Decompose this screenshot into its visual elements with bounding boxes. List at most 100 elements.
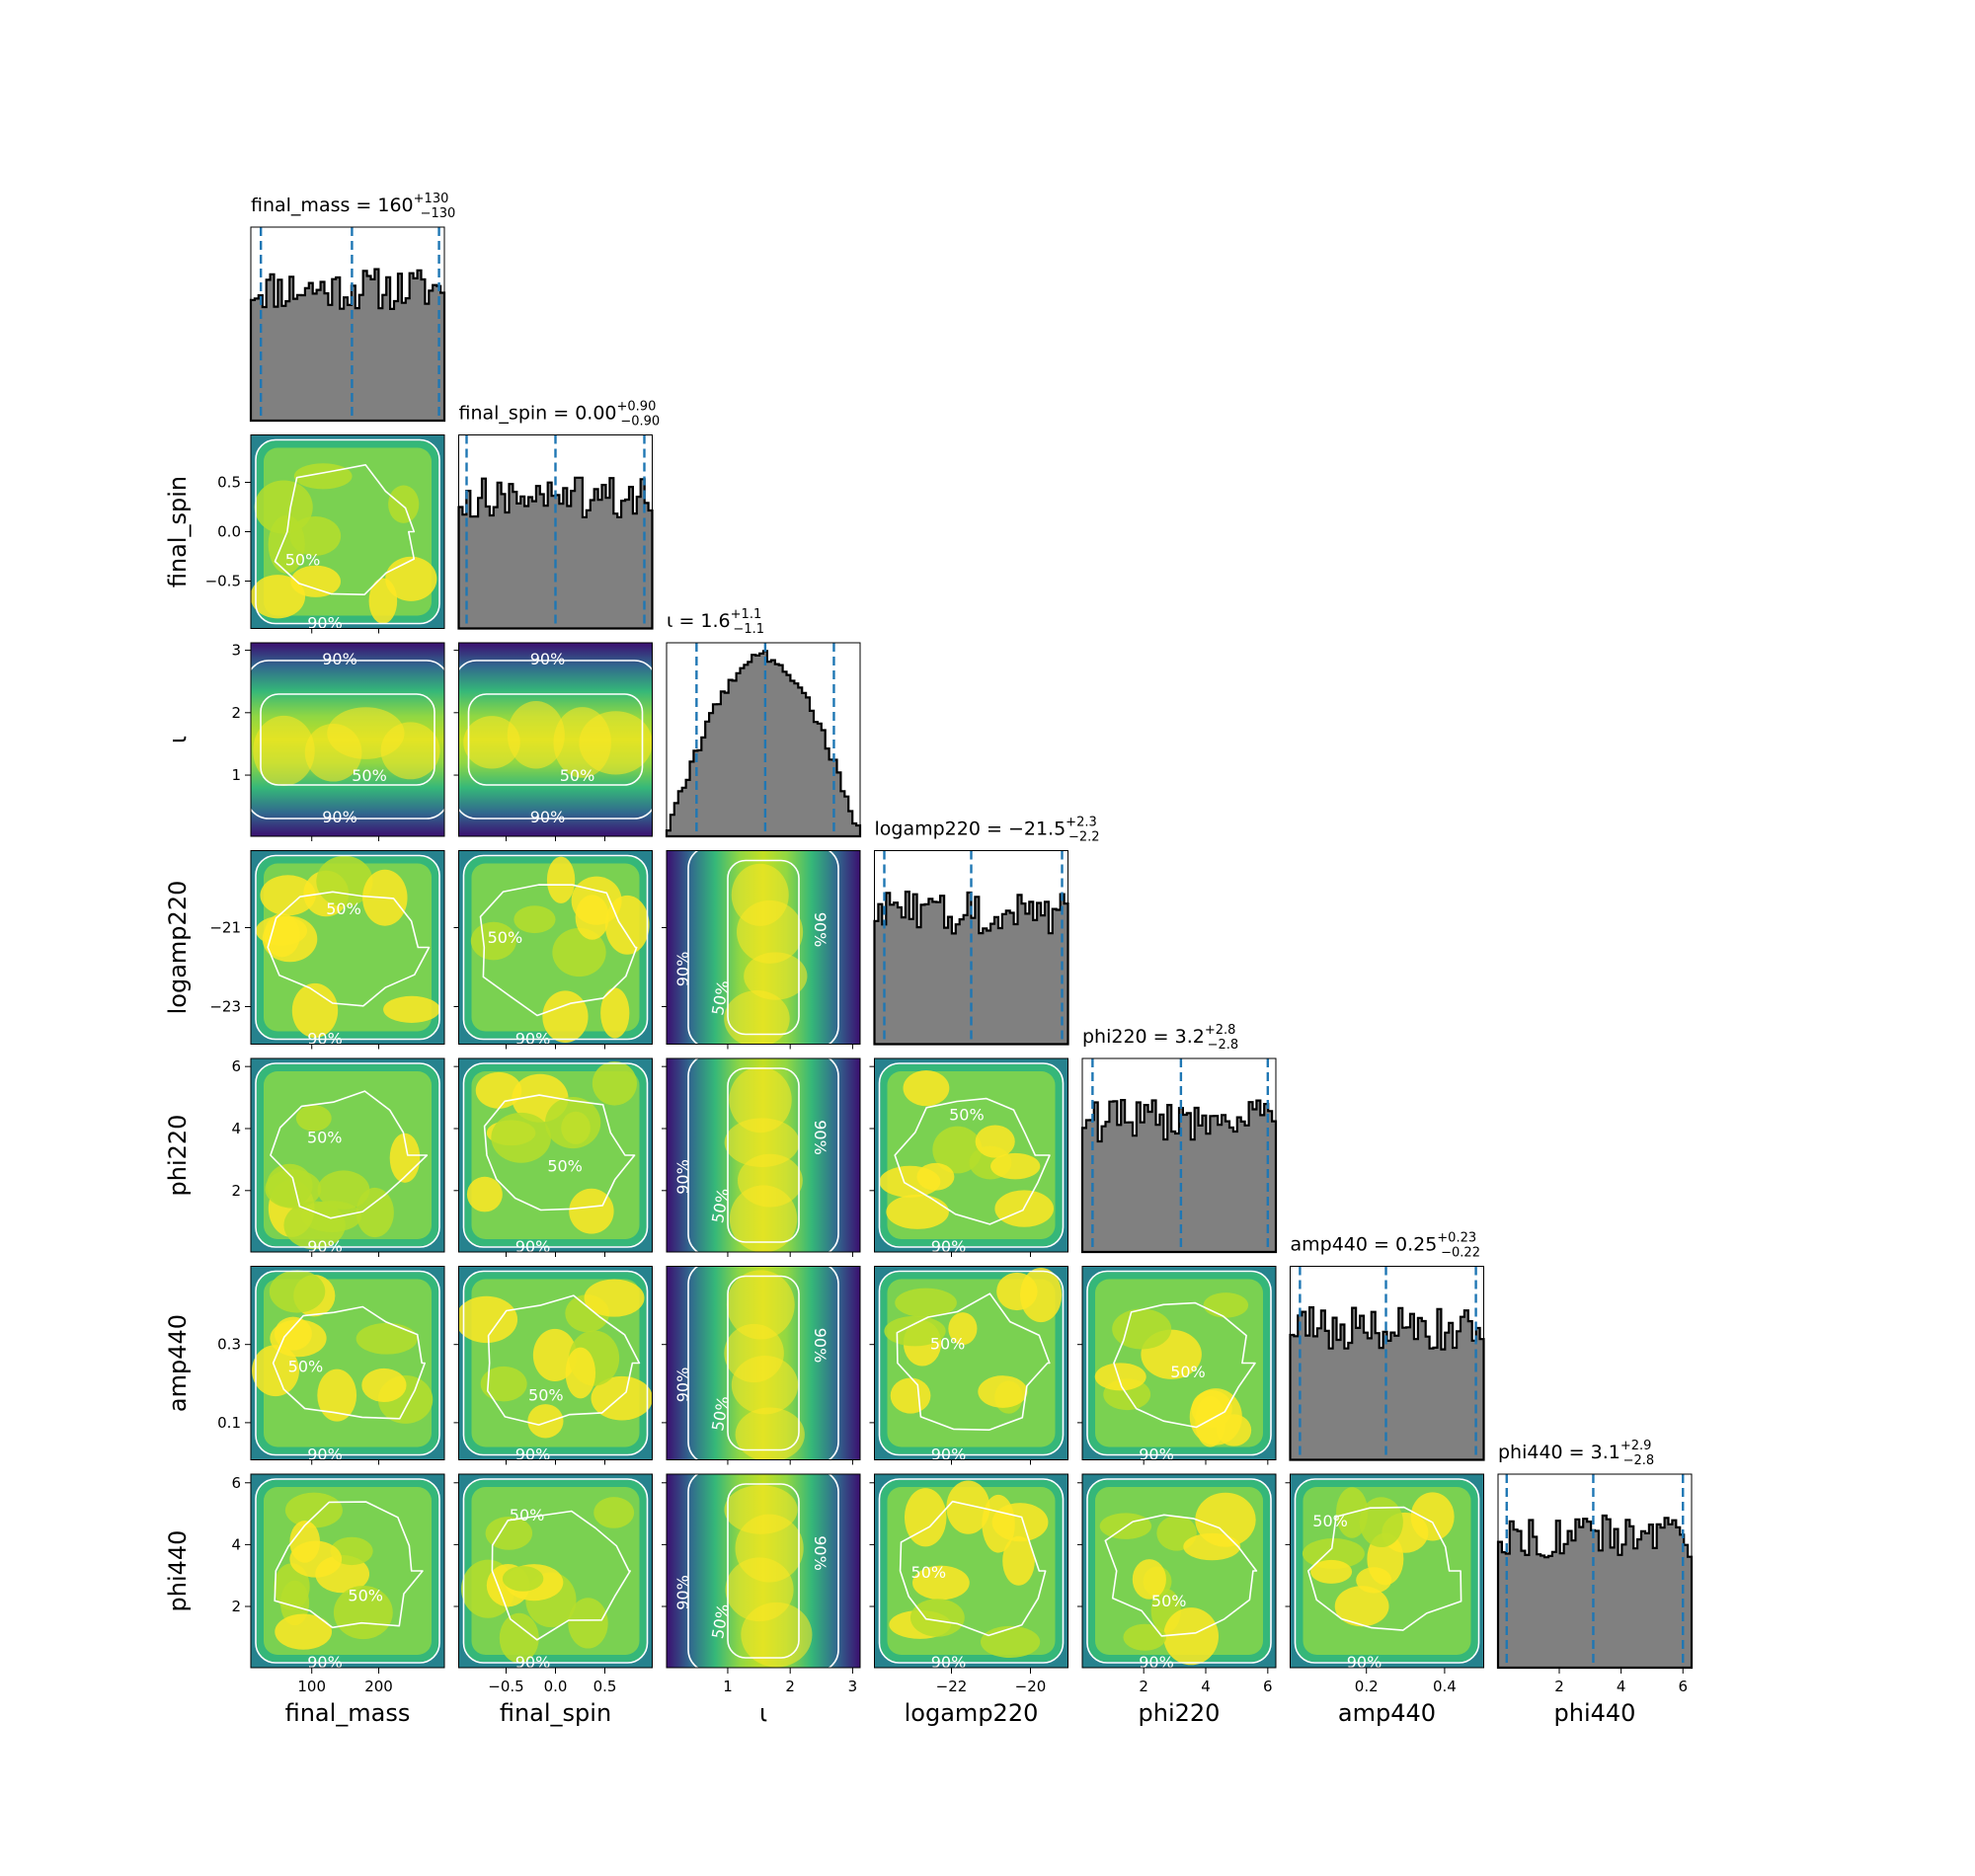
density-peak [1002, 1535, 1035, 1586]
axes-frame [666, 642, 861, 837]
x-tick-label: 2 [1554, 1678, 1564, 1695]
contour-label: 90% [307, 1237, 343, 1256]
x-tick-label: 2 [1139, 1678, 1148, 1695]
axes-frame [1081, 1266, 1277, 1460]
density-peak [260, 875, 316, 916]
density-peak [565, 1347, 596, 1399]
contour-50 [1113, 1301, 1256, 1429]
axes-frame [666, 1057, 861, 1253]
x-tick-label: −22 [936, 1678, 968, 1695]
histogram-bars [1496, 1514, 1694, 1670]
y-tick-label: 3 [231, 642, 241, 660]
density-field: 50% 90% [1290, 1474, 1484, 1672]
contour-label: 90% [515, 1446, 551, 1464]
contour-50 [260, 693, 435, 786]
histogram-amp440: amp440 = 0.25+0.23 −0.22 [1289, 1231, 1485, 1461]
contour-90 [878, 1478, 1065, 1664]
density-peak [283, 1201, 346, 1250]
density-peak [491, 1112, 551, 1163]
density-peak [584, 1279, 645, 1317]
contour-label: 50% [348, 1586, 383, 1604]
contour-label: 50% [352, 766, 387, 785]
histogram-bars [249, 268, 446, 423]
axes-frame [874, 1057, 1068, 1253]
density-panel-amp440-vs-iota: 90%90%50% [666, 1266, 861, 1460]
histogram-final_spin: final_spin = 0.00+0.90 −0.90 [457, 400, 660, 630]
contour-50 [270, 1090, 429, 1219]
contour-label: 90% [1347, 1653, 1382, 1672]
density-panel-iota-vs-final_spin: 90% 90% 50% [458, 642, 653, 837]
density-peak [884, 1315, 946, 1347]
density-peak [568, 1598, 608, 1649]
contour-50 [727, 1067, 800, 1243]
density-peak [1310, 1559, 1353, 1584]
density-field: 50% 90% [251, 1266, 444, 1460]
y-axis-label: phi440 [164, 1530, 192, 1612]
title-lower-error: −2.8 [1623, 1453, 1655, 1468]
density-peak [385, 556, 437, 601]
density-peak [735, 1407, 805, 1460]
contour-label: 90% [1139, 1446, 1174, 1464]
contour-50 [274, 464, 416, 595]
title-value: logamp220 = −21.5 [875, 819, 1066, 840]
title-upper-error: +2.9 [1620, 1439, 1652, 1453]
density-peak [916, 1162, 955, 1191]
density-peak [499, 1612, 539, 1664]
density-peak [270, 1319, 327, 1358]
density-peak [480, 1366, 527, 1402]
density-peak [975, 1125, 1015, 1158]
histogram-title: phi220 = 3.2+2.8 −2.8 [1082, 1023, 1238, 1053]
density-peak [475, 1071, 522, 1109]
density-peak [724, 1118, 800, 1167]
density-field: 90% 90% 50% [251, 643, 444, 836]
y-tick-label: 1 [231, 766, 241, 784]
title-value: phi440 = 3.1 [1498, 1442, 1620, 1463]
contour-label: 50% [326, 899, 361, 918]
density-peak [912, 1565, 970, 1601]
axes-frame [874, 850, 1068, 1045]
contour-label: 50% [949, 1106, 985, 1125]
contour-label: 50% [488, 928, 523, 947]
x-axis-label: final_mass [285, 1699, 411, 1727]
x-tick-label: 0.5 [593, 1678, 617, 1695]
contour-label: 90% [530, 650, 566, 668]
density-peak [904, 1488, 947, 1547]
density-peak [317, 1368, 357, 1422]
contour-50 [1104, 1514, 1258, 1637]
x-tick-label: 4 [1201, 1678, 1211, 1695]
density-peak [909, 1599, 965, 1637]
density-peak [736, 899, 804, 964]
contour-50 [899, 1500, 1047, 1637]
histogram-title: phi440 = 3.1+2.9 −2.8 [1498, 1439, 1654, 1468]
density-panel-phi440-vs-final_spin: 50% 90% [458, 1473, 653, 1672]
density-peak [1123, 1623, 1167, 1651]
density-peak [269, 1270, 326, 1313]
axes-frame [250, 226, 445, 422]
contour-label: 90% [931, 1653, 967, 1672]
contour-label: 50% [930, 1334, 966, 1353]
y-tick-label: −23 [209, 998, 241, 1016]
y-tick-label: 0.5 [217, 474, 241, 492]
contour-label: 90% [515, 1237, 551, 1256]
density-field: 50% 90% [251, 850, 444, 1049]
contour-50 [483, 1094, 636, 1212]
contour-label: 90% [515, 1653, 551, 1672]
contour-label: 90% [1139, 1653, 1174, 1672]
contour-90 [251, 660, 444, 820]
density-peak [274, 1563, 310, 1610]
density-peak [1359, 1497, 1403, 1548]
density-peak [253, 715, 315, 786]
contour-90 [458, 660, 653, 820]
x-axis-label: phi220 [1139, 1699, 1221, 1727]
y-tick-label: 0.3 [217, 1336, 241, 1354]
contour-label: 90% [307, 1030, 343, 1049]
x-tick-label: 200 [364, 1678, 393, 1695]
density-panel-phi440-vs-phi220: 50% 90% [1081, 1473, 1277, 1672]
density-peak [295, 1105, 332, 1132]
y-axis-label: phi220 [164, 1115, 192, 1197]
contour-label: 50% [911, 1563, 947, 1582]
density-panel-phi440-vs-logamp220: 50% 90% [874, 1473, 1068, 1672]
contour-50 [896, 1292, 1051, 1431]
density-field: 50% 90% [874, 1266, 1068, 1460]
contour-50 [487, 1294, 641, 1426]
